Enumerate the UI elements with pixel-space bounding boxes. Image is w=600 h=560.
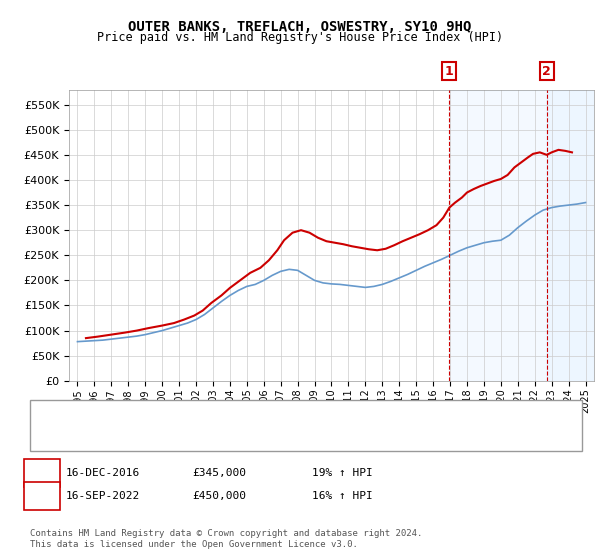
- Text: £450,000: £450,000: [192, 491, 246, 501]
- Text: 1: 1: [445, 65, 454, 78]
- Text: OUTER BANKS, TREFLACH, OSWESTRY, SY10 9HQ: OUTER BANKS, TREFLACH, OSWESTRY, SY10 9H…: [128, 20, 472, 34]
- Text: 1: 1: [38, 468, 46, 478]
- Bar: [449, 90, 547, 381]
- Text: Contains HM Land Registry data © Crown copyright and database right 2024.
This d: Contains HM Land Registry data © Crown c…: [30, 529, 422, 549]
- Text: 16-DEC-2016: 16-DEC-2016: [66, 468, 140, 478]
- Text: £345,000: £345,000: [192, 468, 246, 478]
- Text: HPI: Average price, detached house, Shropshire: HPI: Average price, detached house, Shro…: [78, 432, 365, 442]
- Text: 16-SEP-2022: 16-SEP-2022: [66, 491, 140, 501]
- Text: OUTER BANKS, TREFLACH, OSWESTRY, SY10 9HQ (detached house): OUTER BANKS, TREFLACH, OSWESTRY, SY10 9H…: [78, 409, 440, 419]
- Text: Price paid vs. HM Land Registry's House Price Index (HPI): Price paid vs. HM Land Registry's House …: [97, 31, 503, 44]
- Bar: [547, 90, 594, 381]
- Text: 2: 2: [542, 65, 551, 78]
- Text: 19% ↑ HPI: 19% ↑ HPI: [312, 468, 373, 478]
- Text: 2: 2: [38, 491, 46, 501]
- Text: —: —: [48, 405, 67, 424]
- Text: 16% ↑ HPI: 16% ↑ HPI: [312, 491, 373, 501]
- Text: —: —: [48, 427, 67, 446]
